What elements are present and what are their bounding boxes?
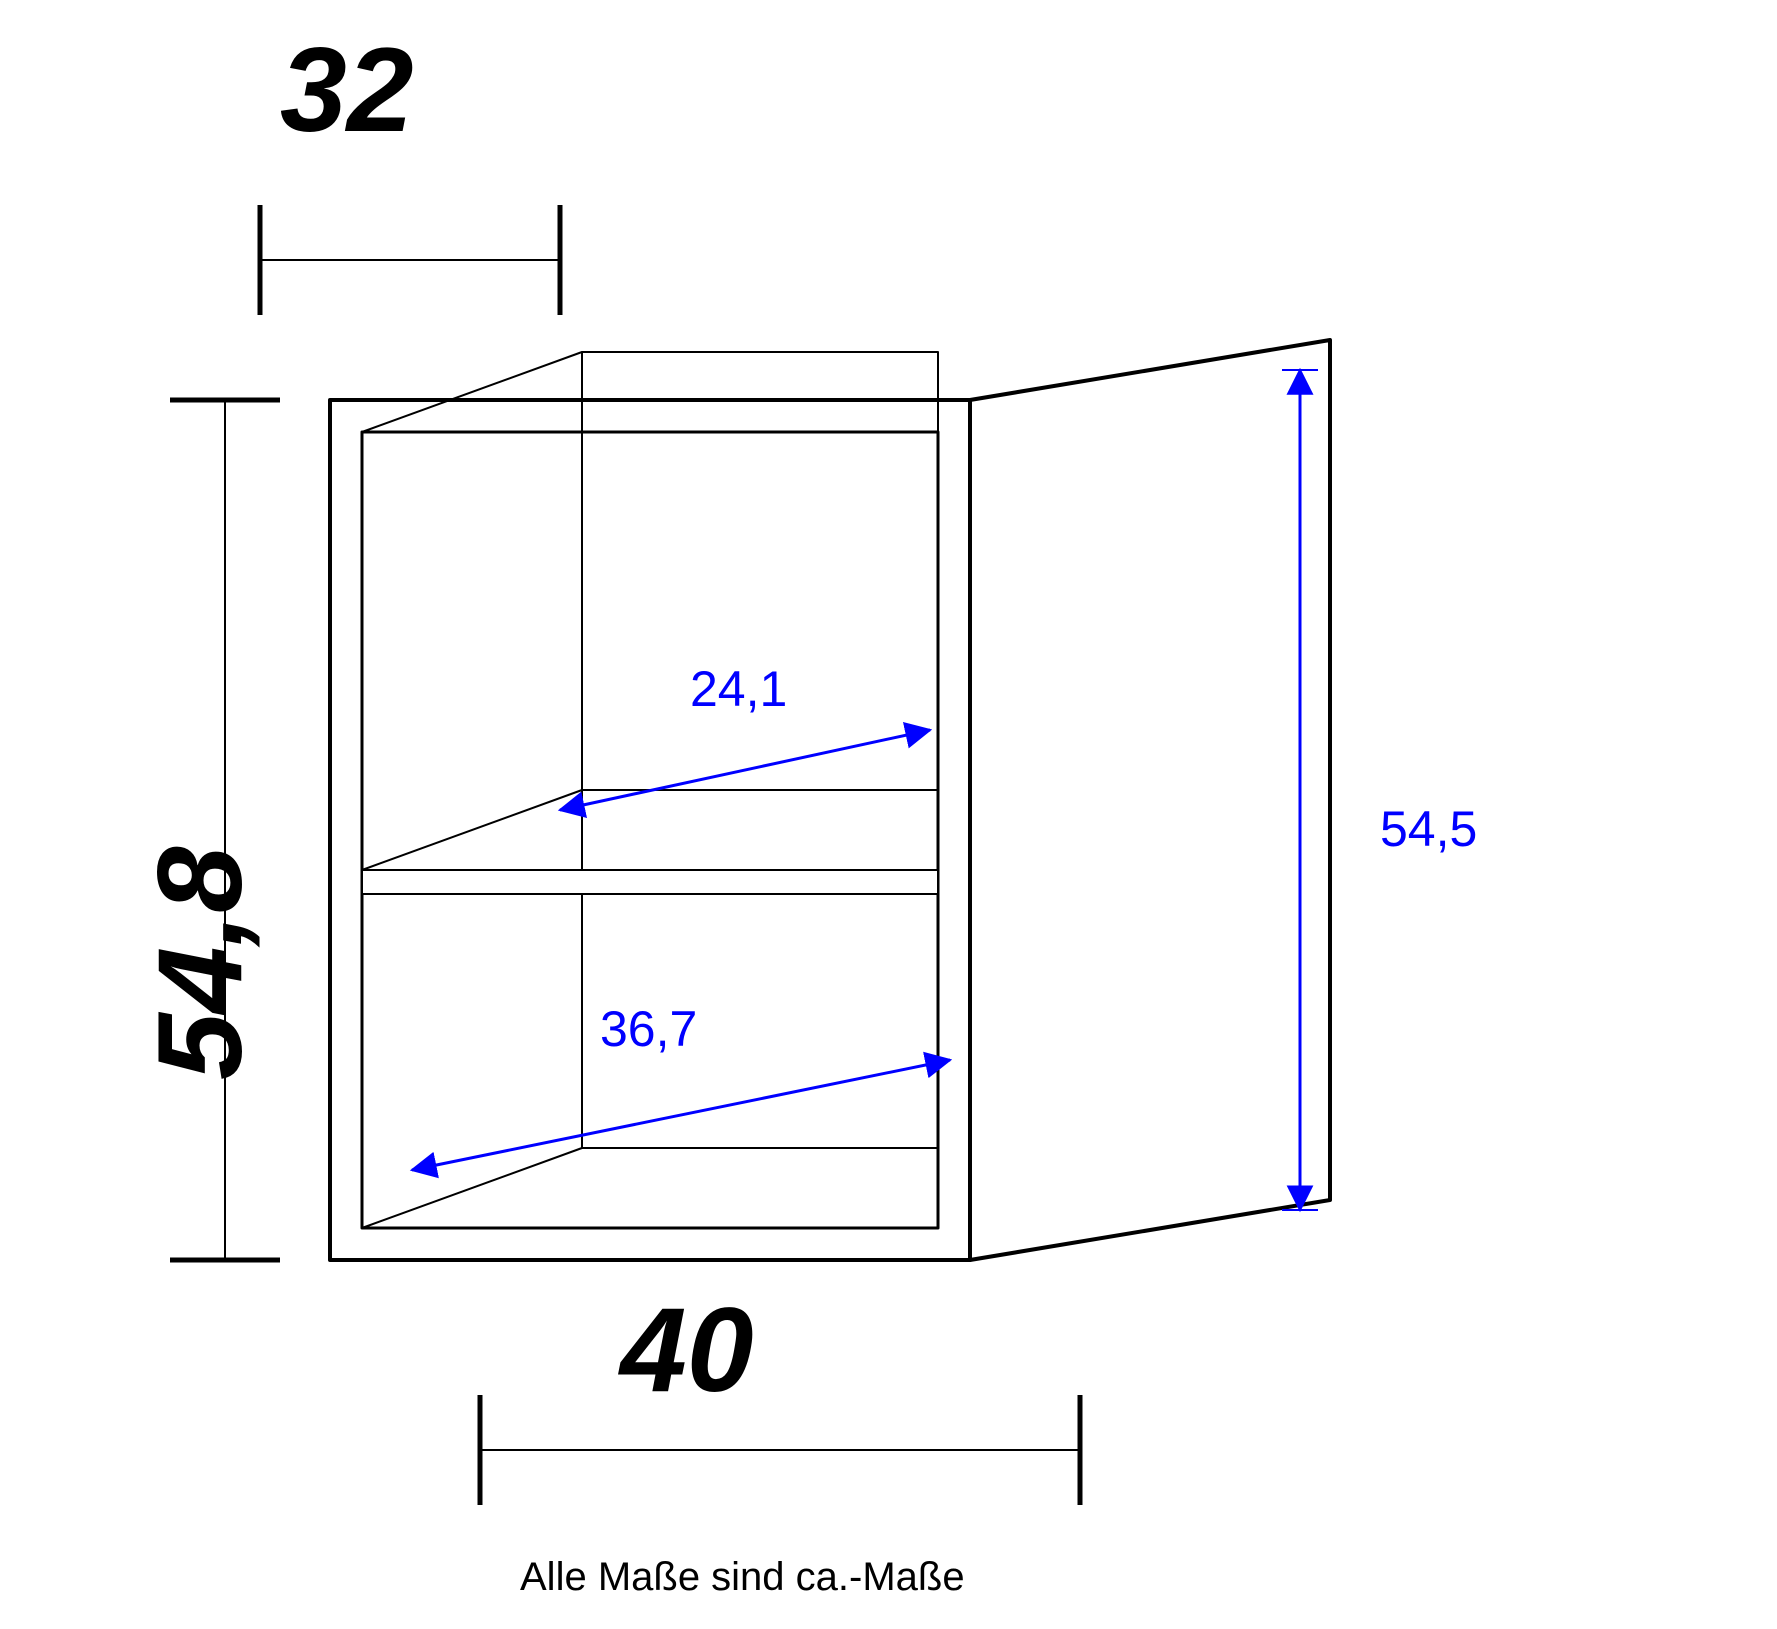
label-inner-height: 54,5 [1380, 800, 1477, 858]
label-inner-width: 36,7 [600, 1000, 697, 1058]
footnote: Alle Maße sind ca.-Maße [520, 1555, 965, 1600]
label-depth: 32 [280, 30, 413, 150]
diagram-stage: 32 54,8 40 24,1 36,7 54,5 Alle Maße sind… [0, 0, 1777, 1629]
label-height: 54,8 [140, 846, 260, 1080]
label-inner-depth: 24,1 [690, 660, 787, 718]
diagram-svg [0, 0, 1777, 1629]
label-width: 40 [620, 1290, 753, 1410]
